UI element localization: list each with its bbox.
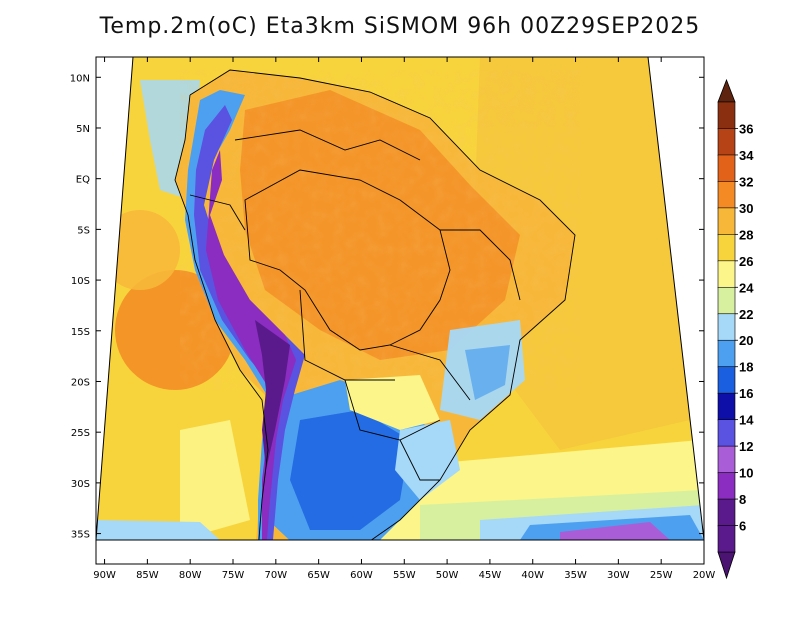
- brazil-state-border-1: [440, 229, 521, 301]
- lat-tick-label: 25S: [71, 428, 90, 439]
- colorbar-swatch: [717, 181, 736, 209]
- uruguay-border: [399, 439, 440, 481]
- brazil-state-border-2: [389, 344, 471, 401]
- colorbar-swatch: [717, 313, 736, 342]
- altiplano-coldest: [255, 320, 290, 470]
- lon-tick-label: 20W: [693, 570, 716, 581]
- colorbar-label: 20: [739, 333, 753, 348]
- pacific-south-cool: [96, 520, 220, 540]
- colorbar-swatch: [717, 472, 736, 500]
- lat-tick-label: 15S: [71, 327, 90, 338]
- colorbar-swatch: [717, 154, 736, 183]
- colorbar-swatch: [717, 339, 736, 368]
- ecuador-peru-border: [189, 194, 246, 231]
- atlantic-south-purple: [560, 522, 670, 540]
- colorbar-label: 26: [739, 254, 753, 269]
- colorbar-swatch: [717, 419, 736, 447]
- lat-tick-label: 5N: [76, 124, 90, 135]
- colorbar-label: 12: [739, 439, 753, 454]
- lat-tick-label: 20S: [71, 377, 90, 388]
- country-borders: [174, 69, 576, 540]
- lon-tick-label: 30W: [607, 570, 630, 581]
- colorbar-swatch: [717, 445, 736, 474]
- pacific-cool-south: [180, 420, 250, 540]
- colorbar-label: 24: [739, 280, 754, 295]
- lon-tick-label: 60W: [350, 570, 373, 581]
- pacific-coastline-north: [174, 94, 191, 216]
- colorbar-label: 36: [739, 121, 753, 136]
- lon-tick-label: 25W: [650, 570, 673, 581]
- lon-tick-label: 90W: [93, 570, 116, 581]
- colorbar-label: 6: [739, 519, 746, 534]
- colorbar-swatch: [717, 286, 736, 315]
- lon-tick-label: 75W: [222, 570, 245, 581]
- colorbar-swatch: [717, 128, 736, 156]
- brazil-interior-border: [244, 169, 451, 351]
- lon-tick-label: 45W: [479, 570, 502, 581]
- colorbar-swatch: [717, 525, 736, 553]
- pacific-coastline-south: [187, 214, 269, 540]
- lon-tick-label: 55W: [393, 570, 416, 581]
- colorbar-swatch: [717, 366, 736, 394]
- lon-tick-label: 50W: [436, 570, 459, 581]
- colorbar: 6 8 10 12 14 16 18 20 22 24 26 28 30 32 34 36: [717, 78, 754, 580]
- lat-tick-label: 35S: [71, 530, 90, 541]
- lon-tick-label: 70W: [265, 570, 288, 581]
- longitude-axis: 90W 85W 80W 75W 70W 65W 60W 55W 50W 45W 40W 35W 30W 2…: [93, 57, 715, 581]
- colorbar-label: 28: [739, 227, 753, 242]
- colorbar-label: 14: [739, 413, 754, 428]
- map-title: Temp.2m(oC) Eta3km SiSMOM 96h 00Z29SEP20…: [99, 14, 701, 39]
- colorbar-over-arrow: [717, 78, 736, 103]
- paraguay-border: [344, 379, 441, 441]
- lat-tick-label: 5S: [77, 225, 90, 236]
- atlantic-coastline: [189, 69, 576, 540]
- colorbar-swatch: [717, 498, 736, 527]
- colorbar-label: 10: [739, 466, 753, 481]
- southeast-brazil-cold: [465, 345, 510, 400]
- lat-tick-label: 30S: [71, 479, 90, 490]
- colorbar-swatch: [717, 101, 736, 130]
- colorbar-label: 16: [739, 386, 753, 401]
- colorbar-label: 34: [739, 148, 754, 163]
- colombia-venezuela-border: [234, 129, 421, 161]
- colorbar-label: 22: [739, 307, 753, 322]
- andes-very-cold: [206, 150, 296, 540]
- colorbar-under-arrow: [717, 551, 736, 580]
- south-brazil-cool: [395, 420, 460, 500]
- chaco-mild: [345, 375, 440, 430]
- colorbar-label: 32: [739, 174, 753, 189]
- lon-tick-label: 65W: [307, 570, 330, 581]
- lon-tick-label: 40W: [521, 570, 544, 581]
- colorbar-swatch: [717, 234, 736, 262]
- bolivia-border: [299, 289, 395, 381]
- colorbar-swatch: [717, 207, 736, 236]
- lon-tick-label: 35W: [564, 570, 587, 581]
- colorbar-label: 8: [739, 492, 746, 507]
- lat-tick-label: EQ: [76, 175, 90, 186]
- southern-cone-cold: [290, 410, 410, 530]
- lon-tick-label: 80W: [179, 570, 202, 581]
- lat-tick-label: 10S: [71, 276, 90, 287]
- colorbar-label: 30: [739, 201, 753, 216]
- axes-box: [95, 56, 705, 565]
- colorbar-swatch: [717, 260, 736, 289]
- pacific-warm-patch-2: [100, 210, 180, 290]
- colorbar-swatch: [717, 392, 736, 421]
- latitude-axis: 10N 5N EQ 5S 10S 15S 20S 25S 30S 35S: [70, 73, 704, 541]
- colorbar-label: 18: [739, 360, 753, 375]
- lon-tick-label: 85W: [136, 570, 159, 581]
- lat-tick-label: 10N: [70, 73, 90, 84]
- temperature-field: [96, 57, 704, 540]
